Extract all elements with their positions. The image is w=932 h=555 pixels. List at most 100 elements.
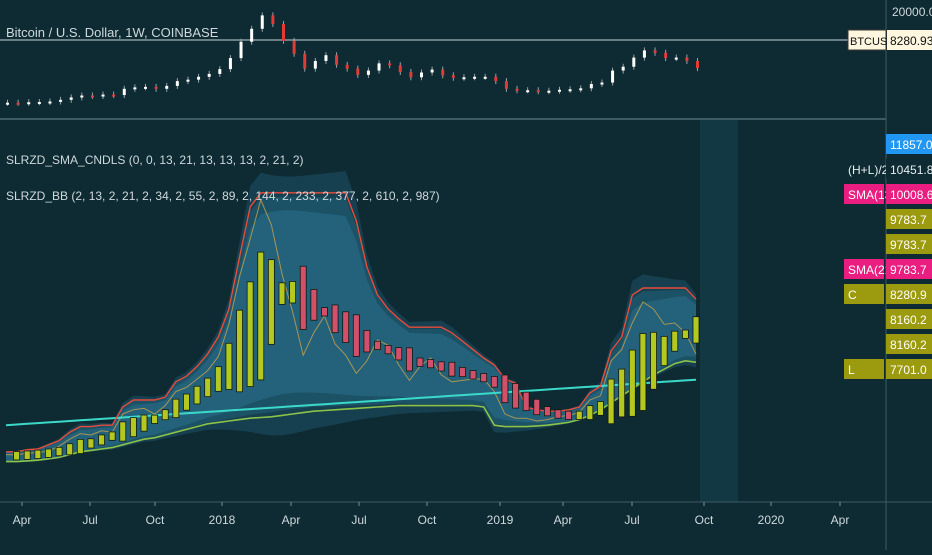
price-candle bbox=[664, 52, 668, 59]
price-candle bbox=[483, 76, 487, 79]
price-tag-bg bbox=[844, 284, 884, 304]
price-tag: 9783.7 bbox=[890, 238, 927, 252]
sma-candle bbox=[45, 448, 52, 458]
ticker-box[interactable] bbox=[847, 29, 887, 51]
price-candle bbox=[345, 64, 349, 69]
time-tick-label[interactable]: Oct bbox=[695, 513, 714, 527]
price-candle bbox=[568, 89, 572, 92]
time-tick-label[interactable]: Jul bbox=[624, 513, 639, 527]
sma-candle bbox=[597, 401, 604, 416]
time-tick-label[interactable]: Oct bbox=[146, 513, 165, 527]
price-tag: C bbox=[848, 288, 857, 302]
price-tag: 8160.2 bbox=[890, 313, 927, 327]
sma-candle bbox=[618, 368, 626, 418]
sma-candle bbox=[533, 398, 541, 416]
sma-candle bbox=[607, 378, 615, 425]
time-tick-label[interactable]: Apr bbox=[831, 513, 850, 527]
price-tag: SMA(21) bbox=[848, 263, 895, 277]
sma-candle bbox=[405, 347, 413, 372]
sma-candle bbox=[225, 342, 233, 390]
sma-candle bbox=[23, 450, 31, 460]
price-candle bbox=[409, 72, 413, 78]
sma-candle bbox=[161, 409, 169, 421]
indicator-legend-sma-candles[interactable]: SLRZD_SMA_CNDLS (0, 0, 13, 21, 13, 13, 1… bbox=[6, 153, 304, 167]
price-candle bbox=[175, 81, 179, 86]
time-tick-label[interactable]: Oct bbox=[418, 513, 437, 527]
price-candle bbox=[462, 77, 466, 80]
price-axis-labels: 11857.0(H+L)/2 10451.8 SMA(13)10008.6 9783.… bbox=[844, 134, 932, 379]
bollinger-band-fill bbox=[6, 210, 696, 461]
indicator-pane bbox=[5, 171, 700, 463]
sma-candle bbox=[363, 330, 371, 353]
price-candle bbox=[441, 69, 445, 76]
price-tag-bg bbox=[886, 209, 932, 229]
price-axis-top: 20000.00 bbox=[892, 5, 932, 19]
sma-candle bbox=[257, 251, 265, 381]
time-tick-label[interactable]: Jul bbox=[82, 513, 97, 527]
price-candle bbox=[547, 90, 551, 93]
time-tick-label[interactable]: 2018 bbox=[209, 513, 236, 527]
sma-candle bbox=[554, 409, 562, 419]
price-tag-bg bbox=[886, 309, 932, 329]
price-candle bbox=[526, 90, 530, 93]
sma-candle bbox=[246, 281, 254, 387]
time-tick-label[interactable]: 2020 bbox=[758, 513, 785, 527]
price-candle bbox=[696, 60, 699, 69]
price-candle bbox=[144, 86, 147, 89]
forecast-zone bbox=[700, 120, 738, 502]
price-tag: 8280.9 bbox=[890, 288, 927, 302]
price-tag-bg bbox=[886, 184, 932, 204]
price-candle bbox=[207, 73, 211, 77]
price-candle bbox=[377, 63, 381, 71]
sma-candle bbox=[214, 366, 222, 392]
price-candle bbox=[611, 70, 615, 83]
sma-candle bbox=[172, 398, 180, 419]
price-tag-bg bbox=[886, 359, 932, 379]
price-candle bbox=[674, 57, 678, 60]
price-tag-bg bbox=[886, 284, 932, 304]
sma-candle bbox=[650, 331, 657, 390]
price-candle bbox=[388, 63, 392, 66]
price-tag-bg bbox=[886, 334, 932, 354]
time-tick-label[interactable]: 2019 bbox=[487, 513, 514, 527]
price-candle bbox=[600, 82, 604, 85]
price-candle bbox=[335, 55, 339, 65]
symbol-title: Bitcoin / U.S. Dollar, 1W, COINBASE bbox=[6, 25, 219, 40]
price-candle bbox=[494, 76, 498, 82]
price-candle bbox=[186, 79, 190, 82]
time-tick-label[interactable]: Apr bbox=[282, 513, 301, 527]
price-candle bbox=[398, 65, 402, 72]
sma-candle bbox=[543, 406, 551, 417]
sma-candle bbox=[267, 259, 275, 345]
sma-candle bbox=[671, 330, 679, 352]
price-candle bbox=[59, 99, 63, 102]
sma-candle bbox=[289, 281, 297, 304]
sma-candle bbox=[501, 374, 509, 404]
sma-candle bbox=[575, 410, 583, 421]
sma-candle bbox=[299, 265, 307, 330]
time-tick-label[interactable]: Apr bbox=[554, 513, 573, 527]
sma-candle bbox=[278, 282, 286, 305]
sma-candle bbox=[480, 372, 488, 383]
price-candle bbox=[536, 90, 540, 93]
price-candle bbox=[250, 28, 254, 42]
sma-candle bbox=[352, 314, 360, 357]
price-candle bbox=[685, 57, 689, 61]
sma-candle bbox=[34, 449, 42, 459]
price-candle bbox=[271, 15, 275, 24]
price-candle bbox=[133, 87, 137, 90]
indicator-legend-bollinger[interactable]: SLRZD_BB (2, 13, 2, 21, 2, 34, 2, 55, 2,… bbox=[6, 189, 440, 203]
price-candle bbox=[621, 66, 625, 71]
sma-candle bbox=[140, 414, 148, 432]
time-tick-label[interactable]: Apr bbox=[13, 513, 32, 527]
sma-candle bbox=[586, 405, 594, 420]
time-tick-label[interactable]: Jul bbox=[351, 513, 366, 527]
time-axis[interactable]: Apr Jul Oct 2018 Apr Jul Oct 2019 Apr Jul Oct 2020 A… bbox=[13, 502, 850, 527]
sma-candle bbox=[129, 417, 137, 438]
price-tag: 11857.0 bbox=[890, 138, 932, 152]
price-tag: 9783.7 bbox=[890, 213, 927, 227]
sma-candle bbox=[395, 347, 403, 361]
